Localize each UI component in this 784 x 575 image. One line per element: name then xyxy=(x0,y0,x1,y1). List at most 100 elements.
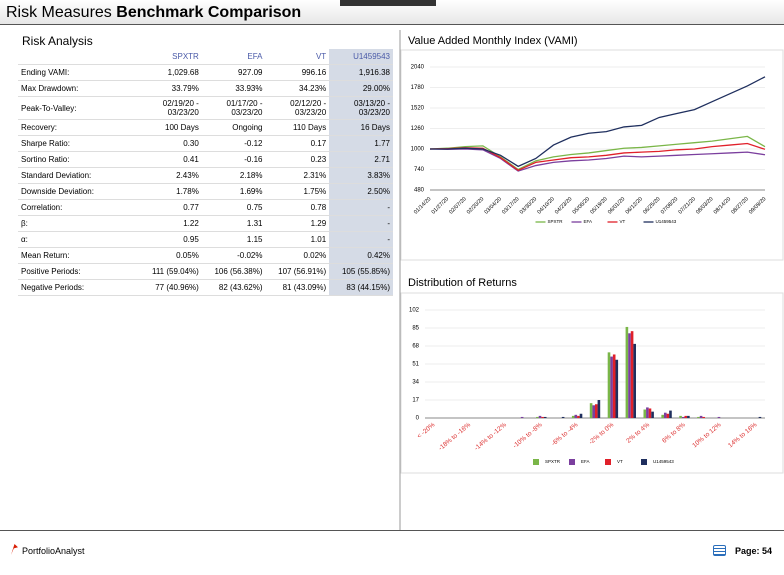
series-line xyxy=(430,76,766,168)
column-header: U1459543 xyxy=(329,49,393,65)
cell: - xyxy=(329,231,393,248)
bar xyxy=(607,352,611,418)
x-tick-label: 05/06/20 xyxy=(572,196,591,215)
y-tick-label: 1520 xyxy=(411,106,425,112)
row: β: 1.22 1.31 1.29- xyxy=(18,215,393,232)
row-label: Max Drawdown: xyxy=(18,80,139,97)
cell: 106 (56.38%) xyxy=(201,263,266,280)
row-label: β: xyxy=(18,215,139,232)
legend-label: VT xyxy=(617,459,623,464)
title-plain: Risk Measures xyxy=(6,4,112,21)
row: Recovery: 100 Days Ongoing 110 Days 16 Days xyxy=(18,119,393,136)
bar xyxy=(684,415,688,418)
bar xyxy=(687,415,690,418)
cell: 927.09 xyxy=(201,64,266,81)
x-tick-label: -2% to 0% xyxy=(588,421,616,446)
top-tab xyxy=(340,0,436,6)
row-label: Standard Deviation: xyxy=(18,167,139,184)
cell: 1.75% xyxy=(265,183,330,200)
cell: 0.42% xyxy=(329,247,393,264)
cell: 100 Days xyxy=(138,119,202,136)
cell: 1.31 xyxy=(201,215,266,232)
x-tick-label: 03/17/20 xyxy=(501,196,520,215)
legend-label: SPXTR xyxy=(548,219,564,224)
row: Max Drawdown: 33.79% 33.93% 34.23% 29.00% xyxy=(18,80,393,97)
bar xyxy=(571,415,575,418)
cell: -0.16 xyxy=(201,151,266,168)
bar xyxy=(625,326,629,418)
cell: 3.83% xyxy=(329,167,393,184)
cell: 2.18% xyxy=(201,167,266,184)
x-tick-label: 02/07/20 xyxy=(448,196,467,215)
cell: 0.17 xyxy=(265,135,330,152)
cell: - xyxy=(329,215,393,232)
y-tick-label: 102 xyxy=(409,308,420,314)
bar xyxy=(697,416,700,418)
legend-swatch xyxy=(605,459,611,465)
x-tick-label: 07/08/20 xyxy=(660,196,679,215)
y-tick-label: 51 xyxy=(412,362,419,368)
bar xyxy=(630,331,634,418)
header-row: SPXTR EFA VT U1459543 xyxy=(18,49,393,65)
row-label: Sharpe Ratio: xyxy=(18,135,139,152)
x-tick-label: 08/27/20 xyxy=(730,196,749,215)
cell: 03/13/20 - 03/23/20 xyxy=(329,96,393,120)
legend-label: U1459543 xyxy=(656,219,677,224)
row: Sortino Ratio: 0.41 -0.16 0.23 2.71 xyxy=(18,151,393,168)
cell: 2.31% xyxy=(265,167,330,184)
x-tick-label: < -20% xyxy=(416,421,437,440)
bar xyxy=(679,415,682,418)
cell: 2.71 xyxy=(329,151,393,168)
legend-swatch xyxy=(533,459,539,465)
cell: - xyxy=(329,199,393,216)
y-tick-label: 2040 xyxy=(411,65,425,71)
bar xyxy=(589,403,593,418)
row: Ending VAMI: 1,029.68 927.09 996.16 1,916.38 xyxy=(18,64,393,81)
row-label: Correlation: xyxy=(18,199,139,216)
brand: PortfolioAnalyst xyxy=(22,546,85,556)
title-bold: Benchmark Comparison xyxy=(116,4,302,21)
legend-swatch xyxy=(569,459,575,465)
x-tick-label: 10% to 12% xyxy=(691,421,723,449)
cell: Ongoing xyxy=(201,119,266,136)
x-tick-label: 06/01/20 xyxy=(607,196,626,215)
cell: 16 Days xyxy=(329,119,393,136)
cell: 0.02% xyxy=(265,247,330,264)
cell: 0.41 xyxy=(138,151,202,168)
bar xyxy=(633,343,636,418)
cell: 0.30 xyxy=(138,135,202,152)
x-tick-label: 2% to 4% xyxy=(625,421,651,444)
x-tick-label: 09/09/20 xyxy=(748,196,767,215)
bar xyxy=(699,415,703,418)
header-cell xyxy=(18,49,139,65)
y-tick-label: 0 xyxy=(416,416,420,422)
row-label: Sortino Ratio: xyxy=(18,151,139,168)
legend-label: U1459543 xyxy=(653,459,674,464)
y-tick-label: 17 xyxy=(412,398,419,404)
x-tick-label: 03/04/20 xyxy=(484,196,503,215)
y-tick-label: 740 xyxy=(414,167,425,173)
cell: 0.95 xyxy=(138,231,202,248)
row-label: Positive Periods: xyxy=(18,263,139,280)
cell: 1.69% xyxy=(201,183,266,200)
risk-table: SPXTR EFA VT U1459543 Ending VAMI: 1,029.68 92… xyxy=(18,49,393,296)
cell: 33.93% xyxy=(201,80,266,97)
row: Standard Deviation: 2.43% 2.18% 2.31% 3.83% xyxy=(18,167,393,184)
cell: 1.29 xyxy=(265,215,330,232)
y-tick-label: 480 xyxy=(414,188,425,194)
cell: 0.23 xyxy=(265,151,330,168)
row-label: Negative Periods: xyxy=(18,279,139,296)
cell: 33.79% xyxy=(138,80,202,97)
cell: -0.12 xyxy=(201,135,266,152)
cell: 111 (59.04%) xyxy=(138,263,202,280)
cell: 29.00% xyxy=(329,80,393,97)
series-line xyxy=(429,148,766,172)
x-tick-label: 08/14/20 xyxy=(713,196,732,215)
series-line xyxy=(429,135,766,171)
row-label: Mean Return: xyxy=(18,247,139,264)
table-title: Risk Analysis xyxy=(22,34,93,48)
cell: 105 (55.85%) xyxy=(329,263,393,280)
y-tick-label: 1000 xyxy=(411,147,425,153)
y-tick-label: 34 xyxy=(412,380,419,386)
